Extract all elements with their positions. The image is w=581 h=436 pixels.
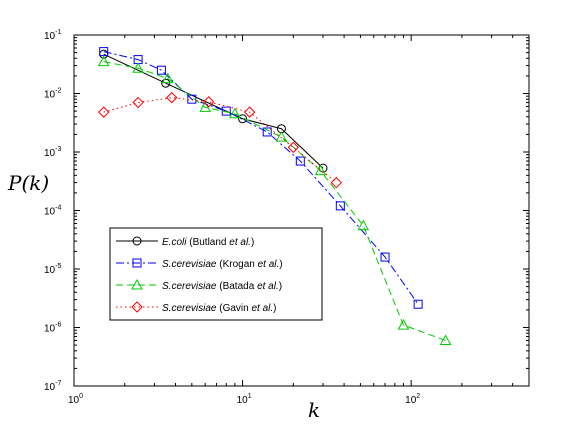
- y-tick-base: 10: [44, 324, 56, 335]
- y-tick-base: 10: [44, 31, 56, 42]
- y-axis-label: P(k): [7, 171, 49, 195]
- legend-source: (Butland: [189, 237, 229, 248]
- legend-etal: et al.: [257, 281, 279, 292]
- legend-source: (Batada: [219, 281, 257, 292]
- data-point: [335, 201, 345, 211]
- legend-label: S.cerevisiae (Krogan et al.): [162, 259, 283, 270]
- y-tick-label: 10-7: [44, 380, 61, 393]
- legend-close: ): [279, 281, 282, 292]
- data-point: [380, 252, 390, 262]
- data-point: [161, 72, 174, 84]
- x-tick-exp: 2: [416, 393, 420, 400]
- series-3: [97, 55, 452, 345]
- legend-entry: E.coli (Butland et al.): [116, 236, 254, 248]
- data-point: [439, 334, 452, 345]
- legend-marker: [132, 258, 142, 268]
- data-point: [166, 91, 178, 104]
- legend: E.coli (Butland et al.)S.cerevisiae (Kro…: [109, 227, 323, 321]
- legend-organism: S.cerevisiae: [162, 303, 219, 314]
- y-tick-exp: -7: [55, 380, 61, 387]
- legend-label: E.coli (Butland et al.): [162, 237, 254, 248]
- y-tick-exp: -3: [55, 146, 61, 153]
- x-tick-exp: 1: [248, 393, 252, 400]
- y-tick-exp: -5: [55, 263, 61, 270]
- legend-etal: et al.: [251, 303, 273, 314]
- legend-label: S.cerevisiae (Batada et al.): [162, 281, 282, 292]
- legend-entry: S.cerevisiae (Gavin et al.): [116, 301, 277, 314]
- series-4: [97, 91, 343, 189]
- data-point: [413, 299, 423, 309]
- data-point: [97, 106, 110, 118]
- data-point: [97, 55, 110, 67]
- data-point: [221, 106, 231, 116]
- legend-label: S.cerevisiae (Gavin et al.): [162, 303, 277, 314]
- x-tick-exp: 0: [79, 393, 83, 400]
- data-point: [161, 78, 171, 88]
- legend-close: ): [273, 303, 276, 314]
- data-point: [262, 127, 272, 137]
- legend-close: ): [279, 259, 282, 270]
- y-tick-base: 10: [44, 207, 56, 218]
- legend-marker: [131, 301, 143, 313]
- series-line: [103, 53, 324, 169]
- y-tick-base: 10: [44, 382, 56, 393]
- data-point: [132, 96, 144, 109]
- legend-box: [109, 227, 323, 321]
- legend-entry: S.cerevisiae (Batada et al.): [116, 278, 282, 292]
- data-point: [330, 176, 343, 189]
- x-tick-base: 10: [237, 395, 249, 406]
- data-point: [397, 319, 410, 330]
- series-line: [103, 51, 419, 305]
- y-tick-exp: -6: [55, 322, 61, 329]
- data-point: [199, 101, 212, 112]
- data-point: [295, 156, 305, 166]
- y-tick-exp: -4: [55, 205, 61, 212]
- legend-entry: S.cerevisiae (Krogan et al.): [116, 258, 283, 270]
- legend-marker: [132, 236, 142, 246]
- data-point: [156, 65, 166, 75]
- data-point: [203, 96, 215, 108]
- data-point: [275, 131, 288, 142]
- legend-etal: et al.: [258, 259, 280, 270]
- legend-organism: E.coli: [162, 237, 189, 248]
- legend-organism: S.cerevisiae: [162, 259, 219, 270]
- x-tick-base: 10: [405, 395, 417, 406]
- y-tick-label: 10-1: [44, 29, 61, 42]
- legend-source: (Krogan: [219, 259, 257, 270]
- y-tick-label: 10-3: [44, 146, 61, 159]
- legend-source: (Gavin: [219, 303, 251, 314]
- data-point: [314, 164, 327, 176]
- x-tick-base: 10: [68, 395, 80, 406]
- data-point: [132, 62, 144, 73]
- data-point: [229, 107, 241, 119]
- plot-area: [73, 34, 530, 387]
- x-tick-label: 102: [405, 393, 420, 406]
- data-point: [243, 106, 256, 118]
- legend-close: ): [251, 237, 254, 248]
- data-point: [287, 141, 300, 154]
- legend-organism: S.cerevisiae: [162, 281, 219, 292]
- legend-marker: [131, 278, 143, 290]
- y-tick-label: 10-4: [44, 205, 61, 218]
- x-tick-label: 101: [237, 393, 252, 406]
- x-axis-label: k: [308, 398, 320, 422]
- data-point: [357, 219, 370, 231]
- x-tick-label: 100: [68, 393, 83, 406]
- series-line: [103, 61, 446, 341]
- y-tick-label: 10-5: [44, 263, 61, 276]
- y-tick-label: 10-6: [44, 322, 61, 335]
- y-tick-base: 10: [44, 148, 56, 159]
- data-point: [99, 47, 109, 57]
- legend-etal: et al.: [229, 237, 251, 248]
- y-tick-base: 10: [44, 265, 56, 276]
- y-tick-exp: -2: [55, 88, 61, 95]
- y-tick-base: 10: [44, 90, 56, 101]
- series-group: [97, 47, 452, 345]
- y-tick-exp: -1: [55, 29, 61, 36]
- data-point: [238, 114, 248, 124]
- y-tick-label: 10-2: [44, 88, 61, 101]
